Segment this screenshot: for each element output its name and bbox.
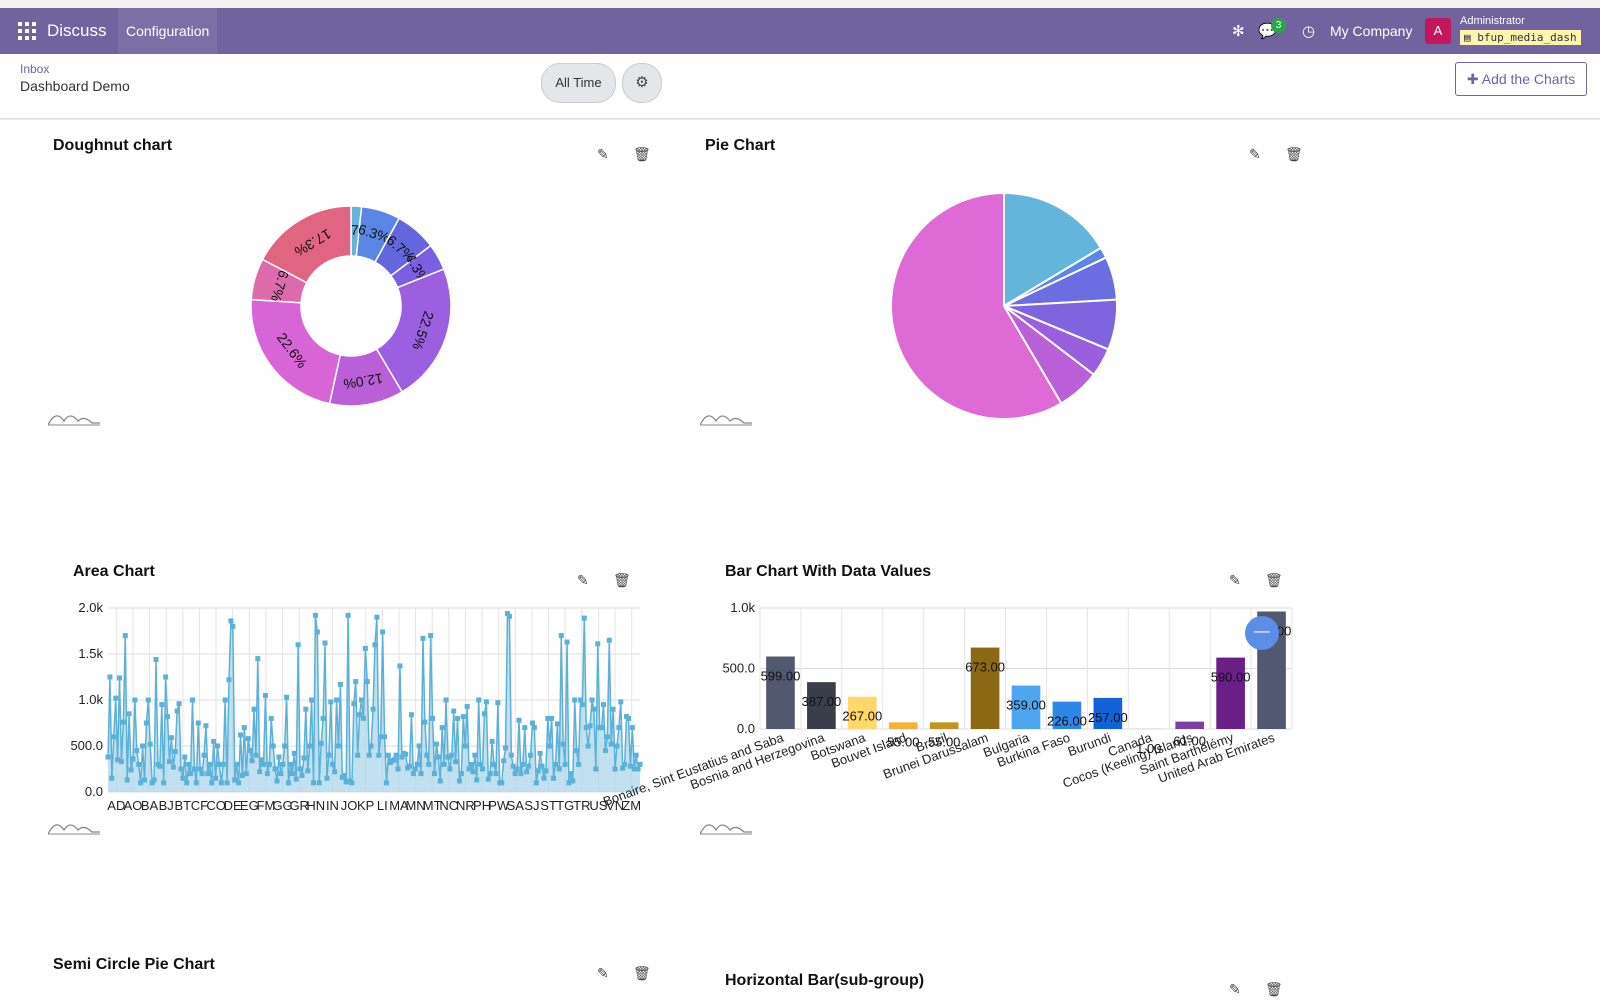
bar <box>1216 658 1245 729</box>
bar-value-label: 257.00 <box>1088 710 1128 725</box>
bar <box>766 657 795 729</box>
bar-y-tick-label: 1.0k <box>730 600 755 615</box>
collapse-circle-button[interactable]: — <box>1245 616 1279 650</box>
bar-y-tick-label: 0.0 <box>737 721 755 736</box>
bar-value-label: 267.00 <box>842 709 882 724</box>
bar-value-label: 359.00 <box>1006 698 1046 713</box>
bar <box>889 722 918 729</box>
bar-value-label: 590.00 <box>1211 670 1251 685</box>
bar-value-label: 387.00 <box>802 694 842 709</box>
bar-x-tick-label: Bonaire, Sint Eustatius and Saba <box>601 729 786 809</box>
bar-value-label: 226.00 <box>1047 714 1087 729</box>
bar-value-label: 673.00 <box>965 660 1005 675</box>
bar-y-tick-label: 500.0 <box>722 661 755 676</box>
bar-value-label: 599.00 <box>761 669 801 684</box>
bar <box>930 722 959 729</box>
bar <box>1175 722 1204 729</box>
